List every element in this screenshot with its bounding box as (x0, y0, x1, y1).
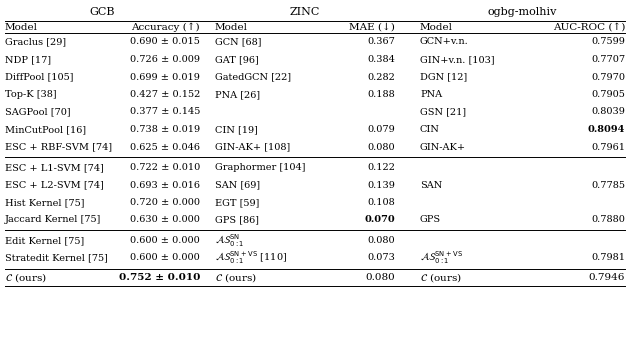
Text: 0.7970: 0.7970 (591, 72, 625, 82)
Text: ESC + L1-SVM [74]: ESC + L1-SVM [74] (5, 163, 104, 172)
Text: 0.073: 0.073 (367, 253, 395, 263)
Text: Graclus [29]: Graclus [29] (5, 37, 66, 47)
Text: Graphormer [104]: Graphormer [104] (215, 163, 305, 172)
Text: NDP [17]: NDP [17] (5, 55, 51, 64)
Text: 0.7785: 0.7785 (591, 181, 625, 189)
Text: 0.7946: 0.7946 (589, 273, 625, 282)
Text: 0.070: 0.070 (364, 215, 395, 224)
Text: ESC + RBF-SVM [74]: ESC + RBF-SVM [74] (5, 143, 112, 152)
Text: 0.625 ± 0.046: 0.625 ± 0.046 (130, 143, 200, 152)
Text: CIN [19]: CIN [19] (215, 125, 258, 134)
Text: 0.8094: 0.8094 (588, 125, 625, 134)
Text: AUC-ROC (↑): AUC-ROC (↑) (552, 23, 625, 31)
Text: 0.384: 0.384 (367, 55, 395, 64)
Text: GIN+v.n. [103]: GIN+v.n. [103] (420, 55, 495, 64)
Text: 0.080: 0.080 (367, 236, 395, 245)
Text: $\mathcal{C}$ (ours): $\mathcal{C}$ (ours) (5, 271, 47, 284)
Text: 0.188: 0.188 (367, 90, 395, 99)
Text: GAT [96]: GAT [96] (215, 55, 259, 64)
Text: Model: Model (215, 23, 248, 31)
Text: 0.377 ± 0.145: 0.377 ± 0.145 (130, 108, 200, 117)
Text: 0.080: 0.080 (367, 143, 395, 152)
Text: 0.080: 0.080 (365, 273, 395, 282)
Text: Top-K [38]: Top-K [38] (5, 90, 56, 99)
Text: 0.108: 0.108 (367, 198, 395, 207)
Text: GIN-AK+ [108]: GIN-AK+ [108] (215, 143, 291, 152)
Text: $\mathcal{A}\mathcal{S}_{0:1}^{\rm SN}$: $\mathcal{A}\mathcal{S}_{0:1}^{\rm SN}$ (215, 232, 244, 249)
Text: 0.600 ± 0.000: 0.600 ± 0.000 (131, 236, 200, 245)
Text: DiffPool [105]: DiffPool [105] (5, 72, 74, 82)
Text: $\mathcal{A}\mathcal{S}_{0:1}^{\rm SN+VS}$ [110]: $\mathcal{A}\mathcal{S}_{0:1}^{\rm SN+VS… (215, 250, 287, 267)
Text: SAN [69]: SAN [69] (215, 181, 260, 189)
Text: MinCutPool [16]: MinCutPool [16] (5, 125, 86, 134)
Text: 0.699 ± 0.019: 0.699 ± 0.019 (130, 72, 200, 82)
Text: 0.139: 0.139 (367, 181, 395, 189)
Text: GCN+v.n.: GCN+v.n. (420, 37, 468, 47)
Text: 0.7981: 0.7981 (591, 253, 625, 263)
Text: GPS: GPS (420, 215, 441, 224)
Text: Accuracy (↑): Accuracy (↑) (131, 22, 200, 32)
Text: 0.738 ± 0.019: 0.738 ± 0.019 (130, 125, 200, 134)
Text: 0.282: 0.282 (367, 72, 395, 82)
Text: Model: Model (5, 23, 38, 31)
Text: 0.7707: 0.7707 (591, 55, 625, 64)
Text: Edit Kernel [75]: Edit Kernel [75] (5, 236, 84, 245)
Text: EGT [59]: EGT [59] (215, 198, 259, 207)
Text: DGN [12]: DGN [12] (420, 72, 467, 82)
Text: 0.600 ± 0.000: 0.600 ± 0.000 (131, 253, 200, 263)
Text: SAN: SAN (420, 181, 442, 189)
Text: GatedGCN [22]: GatedGCN [22] (215, 72, 291, 82)
Text: Hist Kernel [75]: Hist Kernel [75] (5, 198, 84, 207)
Text: 0.630 ± 0.000: 0.630 ± 0.000 (130, 215, 200, 224)
Text: SAGPool [70]: SAGPool [70] (5, 108, 70, 117)
Text: ZINC: ZINC (290, 7, 320, 17)
Text: 0.122: 0.122 (367, 163, 395, 172)
Text: $\mathcal{A}\mathcal{S}_{0:1}^{\rm SN+VS}$: $\mathcal{A}\mathcal{S}_{0:1}^{\rm SN+VS… (420, 250, 463, 267)
Text: GSN [21]: GSN [21] (420, 108, 466, 117)
Text: 0.7599: 0.7599 (591, 37, 625, 47)
Text: 0.722 ± 0.010: 0.722 ± 0.010 (130, 163, 200, 172)
Text: GCB: GCB (90, 7, 115, 17)
Text: 0.079: 0.079 (367, 125, 395, 134)
Text: GIN-AK+: GIN-AK+ (420, 143, 466, 152)
Text: 0.720 ± 0.000: 0.720 ± 0.000 (130, 198, 200, 207)
Text: PNA: PNA (420, 90, 442, 99)
Text: $\mathcal{C}$ (ours): $\mathcal{C}$ (ours) (215, 271, 257, 284)
Text: PNA [26]: PNA [26] (215, 90, 260, 99)
Text: 0.8039: 0.8039 (591, 108, 625, 117)
Text: Jaccard Kernel [75]: Jaccard Kernel [75] (5, 215, 101, 224)
Text: 0.752 ± 0.010: 0.752 ± 0.010 (118, 273, 200, 282)
Text: 0.726 ± 0.009: 0.726 ± 0.009 (130, 55, 200, 64)
Text: 0.690 ± 0.015: 0.690 ± 0.015 (130, 37, 200, 47)
Text: Model: Model (420, 23, 453, 31)
Text: GPS [86]: GPS [86] (215, 215, 259, 224)
Text: Stratedit Kernel [75]: Stratedit Kernel [75] (5, 253, 108, 263)
Text: 0.7905: 0.7905 (591, 90, 625, 99)
Text: MAE (↓): MAE (↓) (349, 23, 395, 31)
Text: 0.693 ± 0.016: 0.693 ± 0.016 (130, 181, 200, 189)
Text: ogbg-molhiv: ogbg-molhiv (488, 7, 557, 17)
Text: 0.367: 0.367 (367, 37, 395, 47)
Text: CIN: CIN (420, 125, 440, 134)
Text: 0.427 ± 0.152: 0.427 ± 0.152 (130, 90, 200, 99)
Text: ESC + L2-SVM [74]: ESC + L2-SVM [74] (5, 181, 104, 189)
Text: GCN [68]: GCN [68] (215, 37, 262, 47)
Text: $\mathcal{C}$ (ours): $\mathcal{C}$ (ours) (420, 271, 462, 284)
Text: 0.7880: 0.7880 (591, 215, 625, 224)
Text: 0.7961: 0.7961 (591, 143, 625, 152)
